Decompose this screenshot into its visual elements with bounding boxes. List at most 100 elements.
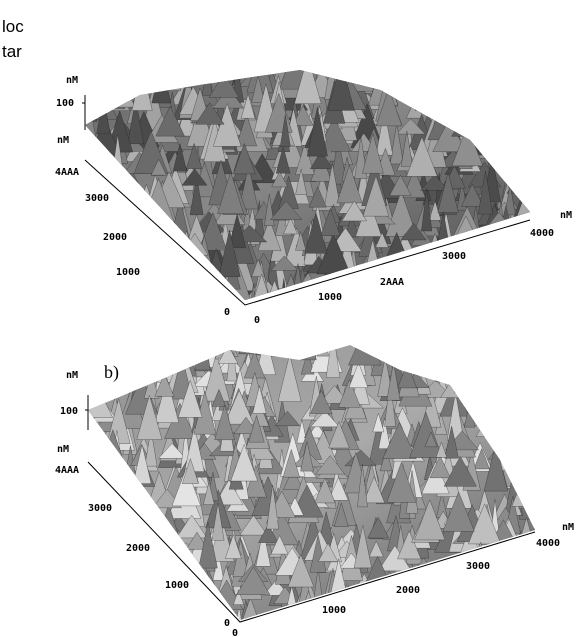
surface-peak <box>508 298 533 314</box>
surface-peak <box>380 64 407 97</box>
surface-peak <box>77 568 98 600</box>
surface-peak <box>132 618 155 637</box>
surface-peak <box>202 66 212 95</box>
surface-peak <box>502 284 530 317</box>
surface-peak <box>299 311 316 359</box>
surface-peak <box>137 506 164 537</box>
surface-peak <box>507 166 539 193</box>
surface-peak <box>446 95 460 120</box>
surface-peak <box>482 256 504 283</box>
surface-peak <box>520 486 540 507</box>
surface-peak <box>67 211 100 234</box>
surface-peak <box>105 589 121 633</box>
surface-peak <box>483 331 496 357</box>
surface-peak <box>480 113 495 145</box>
surface-peak <box>69 235 99 261</box>
surface-peak <box>518 181 537 200</box>
surface-peak <box>489 267 506 285</box>
surface-peak <box>149 46 181 90</box>
surface-peak <box>93 335 115 356</box>
y-tick-label: 1000 <box>116 267 140 278</box>
surface-peak <box>441 64 465 106</box>
surface-peak <box>505 265 538 283</box>
surface-peak <box>489 596 522 637</box>
surface-peak <box>269 295 292 318</box>
surface-peak <box>193 583 208 612</box>
x-unit: nM <box>560 210 572 221</box>
surface-peak <box>132 66 152 111</box>
surface-peak <box>514 66 541 100</box>
surface-peak <box>291 608 301 630</box>
surface-peak <box>480 252 511 292</box>
surface-peak <box>420 264 442 279</box>
surface-peak <box>92 65 121 84</box>
surface-peak <box>446 329 462 367</box>
surface-peak <box>78 283 105 325</box>
surface-peak <box>514 53 542 79</box>
surface-peak <box>491 570 525 591</box>
surface-peak <box>100 484 122 502</box>
surface-peak <box>481 232 496 249</box>
surface-peak <box>521 594 538 632</box>
surface-peak <box>453 63 478 110</box>
surface-peak <box>364 291 388 318</box>
surface-peak <box>168 235 179 259</box>
surface-peak <box>510 397 528 424</box>
surface-peak <box>472 226 495 267</box>
surface-peak <box>449 608 474 637</box>
surface-peak <box>105 287 133 302</box>
surface-peak <box>510 238 537 263</box>
surface-peak <box>451 618 479 637</box>
surface-peak <box>506 123 536 139</box>
surface-peak <box>374 287 397 323</box>
surface-peak <box>92 518 116 558</box>
surface-peak <box>441 282 457 330</box>
surface-peak <box>191 325 202 359</box>
surface-peak <box>461 582 485 600</box>
surface-peak <box>502 396 514 436</box>
surface-peak <box>161 266 179 290</box>
surface-peak <box>173 339 194 368</box>
surface-peak <box>143 235 163 262</box>
surface-peak <box>152 530 170 557</box>
surface-peak <box>512 472 540 506</box>
surface-peak <box>128 45 156 91</box>
surface-peak <box>510 275 529 297</box>
surface-peak <box>116 211 139 250</box>
surface-peak <box>404 53 415 97</box>
surface-peak <box>164 283 193 298</box>
surface-peak <box>76 333 100 355</box>
y-tick-label: 4AAA <box>55 167 79 178</box>
surface-peak <box>93 525 119 549</box>
surface-peak <box>456 67 489 86</box>
surface-peak <box>522 624 547 637</box>
surface-peak <box>416 91 442 106</box>
x-tick-label: 1000 <box>322 605 346 616</box>
surface-peak <box>98 606 113 621</box>
surface-peak <box>489 45 518 85</box>
surface-peak <box>124 327 138 353</box>
surface-peak <box>84 242 109 266</box>
surface-peak <box>98 70 122 99</box>
surface-peak <box>516 280 546 300</box>
surface-peak <box>415 88 427 111</box>
surface-peak <box>456 609 472 625</box>
surface-peak <box>81 601 97 628</box>
surface-peak <box>87 524 99 564</box>
surface-peak <box>380 65 401 89</box>
surface-peak <box>356 593 373 626</box>
surface-peak <box>459 350 476 375</box>
surface-peak <box>468 78 499 114</box>
surface-peak <box>427 96 439 116</box>
surface-peak <box>85 288 114 330</box>
surface-peak <box>505 96 538 114</box>
surface-peak <box>114 508 128 540</box>
surface-peak <box>469 590 489 609</box>
surface-peak <box>523 464 547 481</box>
surface-peak <box>153 282 176 311</box>
surface-peak <box>445 355 473 375</box>
surface-peak <box>150 261 167 308</box>
surface-peak <box>69 255 103 284</box>
surface-peak <box>497 397 530 415</box>
surface-peak <box>525 401 538 440</box>
